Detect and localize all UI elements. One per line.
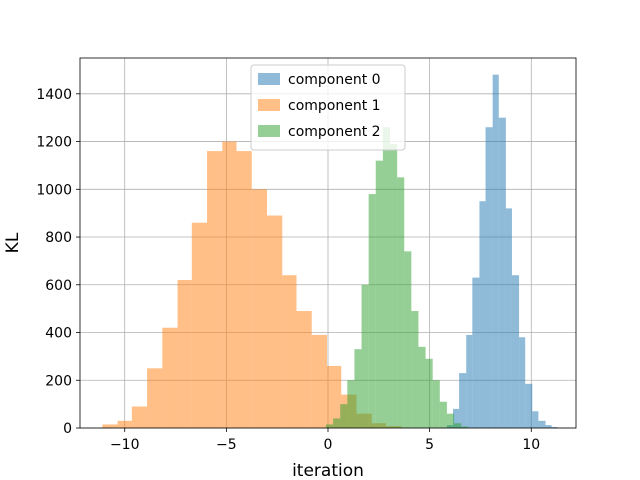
histogram-bar	[390, 143, 398, 428]
legend-label: component 2	[288, 124, 381, 140]
histogram-bar	[117, 420, 132, 428]
histogram-bar	[498, 117, 506, 428]
y-tick-label: 600	[45, 278, 72, 294]
legend-label: component 1	[288, 98, 381, 114]
histogram-bar	[311, 334, 327, 428]
legend-entries: component 0 component 1 component 2	[258, 72, 381, 140]
histogram-bar	[251, 189, 268, 428]
legend-label: component 0	[288, 72, 381, 88]
histogram-bar	[222, 141, 237, 428]
histogram-bar	[340, 404, 348, 428]
series-2-bars	[325, 127, 469, 429]
legend: component 0 component 1 component 2	[250, 64, 406, 151]
histogram-bar	[191, 222, 208, 428]
histogram-bar	[375, 160, 383, 429]
x-tick-label: −10	[110, 437, 140, 453]
x-tick-label: 10	[522, 437, 540, 453]
histogram-bar	[446, 413, 455, 428]
histogram-bar	[505, 208, 512, 428]
histogram-bar	[485, 127, 493, 429]
histogram-bar	[461, 426, 469, 428]
histogram-bar	[333, 418, 341, 428]
histogram-bar	[361, 284, 369, 428]
histogram-bar	[525, 383, 533, 428]
y-tick-label: 200	[45, 373, 72, 389]
tick-labels: −10 −5 0 5 10 0 200 400 600 800 1000 1200 1400	[36, 87, 540, 453]
histogram-bar	[236, 151, 252, 428]
histogram-bar	[425, 358, 433, 428]
histogram-bar	[492, 74, 499, 428]
y-tick-label: 1000	[36, 182, 72, 198]
histogram-bar	[551, 427, 558, 428]
histogram-bar	[131, 406, 148, 428]
histogram-bar	[347, 380, 355, 428]
y-tick-label: 400	[45, 326, 72, 342]
histogram-bar	[411, 311, 419, 428]
histogram-bar	[325, 424, 334, 428]
legend-swatch	[258, 99, 280, 111]
histogram-bars	[102, 74, 558, 429]
histogram-bar	[472, 277, 480, 428]
histogram-bar	[439, 401, 447, 428]
histogram-bar	[418, 346, 426, 428]
histogram-bar	[511, 275, 520, 428]
histogram-bar	[532, 411, 539, 428]
histogram-bar	[102, 424, 118, 428]
histogram-bar	[267, 215, 283, 428]
histogram-bar	[282, 275, 297, 428]
y-tick-label: 1200	[36, 135, 72, 151]
histogram-bar	[538, 420, 546, 428]
series-1-bars	[102, 141, 417, 428]
legend-swatch	[258, 73, 280, 85]
y-tick-label: 0	[63, 421, 72, 437]
axes	[76, 57, 577, 432]
x-tick-label: 0	[324, 437, 333, 453]
x-tick-label: −5	[216, 437, 237, 453]
histogram-bar	[519, 337, 526, 428]
y-axis-label: KL	[3, 232, 23, 253]
histogram-bar	[382, 127, 390, 429]
series-0-bars	[446, 74, 558, 429]
histogram-bar	[479, 201, 486, 428]
histogram-bar	[368, 194, 376, 428]
histogram-bar	[466, 334, 473, 428]
y-tick-label: 800	[45, 230, 72, 246]
histogram-bar	[404, 251, 412, 428]
histogram-bar	[147, 368, 163, 428]
legend-frame	[250, 64, 406, 151]
y-tick-label: 1400	[36, 87, 72, 103]
x-axis-label: iteration	[292, 461, 364, 480]
histogram-bar	[545, 425, 552, 428]
histogram-bar	[326, 365, 342, 428]
histogram-bar	[162, 327, 178, 428]
histogram-bar	[454, 423, 462, 428]
histogram-bar	[459, 373, 467, 428]
x-tick-label: 5	[425, 437, 434, 453]
legend-swatch	[258, 125, 280, 137]
histogram-bar	[432, 380, 440, 428]
histogram-bar	[207, 151, 223, 428]
histogram-bar	[397, 177, 405, 428]
histogram-bar	[453, 408, 460, 428]
histogram-bar	[177, 280, 192, 428]
histogram-bar	[296, 311, 312, 428]
histogram-bar	[354, 349, 362, 428]
